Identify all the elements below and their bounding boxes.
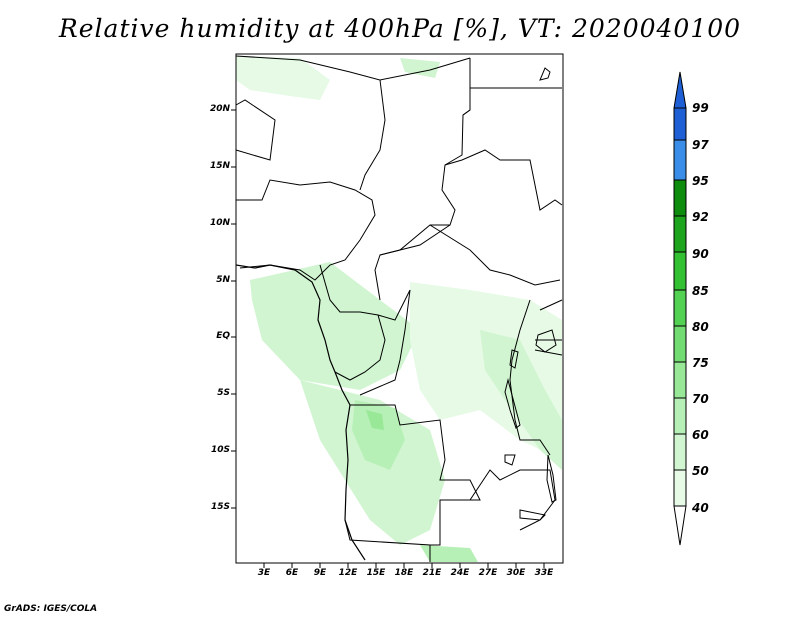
lon-label-18e: 18E bbox=[394, 568, 414, 578]
lat-label-5n: 5N bbox=[216, 275, 230, 285]
lon-ticks bbox=[263, 563, 545, 568]
lat-label-10s: 10S bbox=[210, 445, 230, 455]
lon-label-33e: 33E bbox=[534, 568, 554, 578]
colorbar-label-90: 90 bbox=[692, 247, 709, 261]
humidity-region-east-lakes bbox=[480, 330, 562, 470]
colorbar-label-60: 60 bbox=[692, 428, 709, 442]
colorbar-top-arrow bbox=[673, 71, 687, 109]
humidity-region-south bbox=[420, 545, 478, 562]
colorbar-label-80: 80 bbox=[692, 320, 709, 334]
colorbar-bottom-arrow bbox=[673, 505, 687, 546]
boundary-nigeria bbox=[236, 179, 376, 281]
humidity-region-north bbox=[236, 56, 330, 100]
lat-label-20n: 20N bbox=[209, 104, 230, 114]
colorbar-label-70: 70 bbox=[692, 392, 709, 406]
lake-volta-east bbox=[519, 509, 547, 521]
colorbar-label-75: 75 bbox=[692, 356, 709, 370]
lat-label-eq: EQ bbox=[216, 331, 230, 341]
humidity-shading bbox=[236, 56, 562, 562]
lat-label-5s: 5S bbox=[217, 388, 230, 398]
colorbar-label-97: 97 bbox=[692, 138, 709, 152]
lake-victoria bbox=[535, 329, 557, 353]
lon-label-30e: 30E bbox=[506, 568, 526, 578]
boundary-angola bbox=[350, 404, 481, 546]
lat-label-15s: 15S bbox=[210, 502, 230, 512]
colorbar-label-50: 50 bbox=[692, 464, 709, 478]
colorbar-label-40: 40 bbox=[692, 501, 709, 515]
lake-mweru bbox=[504, 454, 516, 466]
colorbar-box bbox=[673, 433, 687, 471]
colorbar-box bbox=[673, 325, 687, 363]
chart-title: Relative humidity at 400hPa [%], VT: 202… bbox=[58, 14, 742, 43]
boundary-car bbox=[379, 224, 561, 286]
lat-ticks bbox=[231, 109, 236, 509]
boundary-sudan bbox=[444, 87, 563, 211]
boundary-chad bbox=[374, 57, 471, 301]
colorbar-box bbox=[673, 251, 687, 291]
colorbar-box bbox=[673, 179, 687, 217]
coastline bbox=[235, 264, 366, 561]
map-frame bbox=[235, 53, 564, 564]
colorbar-box bbox=[673, 139, 687, 181]
colorbar-box bbox=[673, 361, 687, 399]
colorbar-box bbox=[673, 215, 687, 253]
boundary-congo-drc bbox=[334, 289, 411, 396]
boundary-zambia bbox=[440, 469, 556, 531]
lakes bbox=[504, 67, 557, 521]
colorbar-label-99: 99 bbox=[692, 101, 709, 115]
humidity-region-angola-core bbox=[352, 400, 405, 470]
lon-label-6e: 6E bbox=[285, 568, 299, 578]
colorbar-label-95: 95 bbox=[692, 174, 709, 188]
lake-malawi bbox=[546, 454, 557, 503]
red-sea-coast bbox=[539, 67, 551, 81]
boundary-east-africa bbox=[534, 299, 563, 356]
humidity-region-northeast bbox=[400, 58, 440, 78]
humidity-region-angola-peak bbox=[366, 410, 384, 430]
credit-label: GrADS: IGES/COLA bbox=[4, 604, 98, 614]
colorbar-box bbox=[673, 289, 687, 327]
lat-label-10n: 10N bbox=[209, 218, 230, 228]
boundary-niger bbox=[235, 99, 276, 161]
lon-label-15e: 15E bbox=[366, 568, 386, 578]
lon-label-27e: 27E bbox=[478, 568, 498, 578]
colorbar-box bbox=[673, 397, 687, 435]
colorbar bbox=[673, 71, 687, 546]
boundary-namibia bbox=[344, 519, 431, 562]
boundary-cameroon-gabon bbox=[319, 264, 411, 321]
colorbar-box bbox=[673, 107, 687, 141]
country-boundaries bbox=[235, 55, 563, 562]
humidity-region-west-coast bbox=[250, 262, 420, 390]
lon-label-12e: 12E bbox=[338, 568, 358, 578]
lat-label-15n: 15N bbox=[209, 161, 230, 171]
lon-label-21e: 21E bbox=[422, 568, 442, 578]
lon-label-3e: 3E bbox=[257, 568, 271, 578]
boundary-sahara bbox=[235, 55, 386, 191]
colorbar-box bbox=[673, 469, 687, 507]
boundary-drc-east bbox=[509, 299, 551, 456]
lon-label-9e: 9E bbox=[313, 568, 327, 578]
colorbar-label-85: 85 bbox=[692, 284, 709, 298]
lake-tanganyika bbox=[504, 378, 521, 429]
coastline-west bbox=[235, 264, 366, 561]
lake-albert bbox=[509, 349, 519, 369]
colorbar-label-92: 92 bbox=[692, 210, 709, 224]
lon-label-24e: 24E bbox=[450, 568, 470, 578]
